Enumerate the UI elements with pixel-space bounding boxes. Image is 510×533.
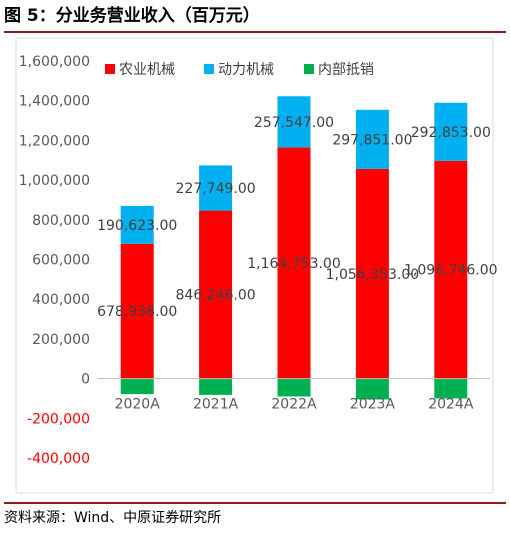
x-tick-label: 2023A: [350, 397, 396, 413]
bar-internal-elimination: [120, 378, 154, 395]
data-label-agricultural: 1,096,746.00: [404, 263, 498, 279]
data-label-power: 292,853.00: [411, 125, 491, 141]
data-label-agricultural: 678,938.00: [97, 304, 177, 320]
bar-agricultural-machinery: [120, 243, 154, 379]
y-tick-label: 1,400,000: [19, 94, 90, 110]
legend-label: 农业机械: [119, 62, 175, 78]
chart-frame: [15, 37, 494, 494]
legend-swatch: [105, 64, 115, 74]
data-label-power: 190,623.00: [97, 218, 177, 234]
x-tick-label: 2022A: [271, 397, 317, 413]
x-tick-label: 2021A: [193, 397, 239, 413]
y-axis: 1,600,000 1,400,000 1,200,000 1,000,000 800,…: [19, 54, 90, 467]
data-label-power: 227,749.00: [176, 181, 256, 197]
data-labels: 190,623.00 678,938.00 227,749.00 846,246.00…: [97, 115, 497, 320]
x-tick-label: 2024A: [428, 397, 474, 413]
figure-title: 图 5：分业务营业收入（百万元）: [4, 6, 260, 26]
bar-power-machinery: [355, 109, 389, 169]
bar-agricultural-machinery: [355, 168, 389, 379]
bar-internal-elimination: [355, 378, 389, 400]
y-tick-label: 200,000: [32, 332, 90, 348]
y-tick-label: 400,000: [32, 292, 90, 308]
title-rule: [4, 31, 506, 33]
legend-label: 内部抵销: [318, 62, 374, 78]
bar-agricultural-machinery: [277, 147, 311, 379]
legend-swatch: [204, 64, 214, 74]
source-note: 资料来源：Wind、中原证券研究所: [4, 510, 222, 526]
data-label-agricultural: 1,164,753.00: [247, 256, 341, 272]
source-rule: [4, 502, 506, 504]
data-label-agricultural: 846,246.00: [176, 288, 256, 304]
bar-internal-elimination: [199, 378, 233, 395]
data-label-power: 297,851.00: [332, 132, 412, 148]
legend-label: 动力机械: [218, 62, 274, 78]
bar-agricultural-machinery: [434, 160, 468, 379]
bar-power-machinery: [199, 165, 233, 211]
y-tick-label: 0: [81, 372, 90, 388]
bar-power-machinery: [277, 96, 311, 148]
y-tick-label: 600,000: [32, 253, 90, 269]
y-tick-label: -400,000: [27, 451, 90, 467]
bar-power-machinery: [120, 205, 154, 244]
data-label-agricultural: 1,056,353.00: [326, 267, 420, 283]
y-tick-label: 800,000: [32, 213, 90, 229]
data-label-power: 257,547.00: [254, 115, 334, 131]
legend-swatch: [304, 64, 314, 74]
x-axis: 2020A 2021A 2022A 2023A 2024A: [98, 378, 490, 413]
bar-internal-elimination: [277, 378, 311, 397]
y-tick-label: -200,000: [27, 411, 90, 427]
bar-group: [120, 96, 468, 400]
y-tick-label: 1,200,000: [19, 133, 90, 149]
y-tick-label: 1,000,000: [19, 173, 90, 189]
bar-agricultural-machinery: [199, 210, 233, 379]
y-tick-label: 1,600,000: [19, 54, 90, 70]
x-tick-label: 2020A: [115, 397, 161, 413]
bar-power-machinery: [434, 102, 468, 161]
bar-internal-elimination: [434, 378, 468, 399]
legend: 农业机械 动力机械 内部抵销: [105, 62, 374, 78]
